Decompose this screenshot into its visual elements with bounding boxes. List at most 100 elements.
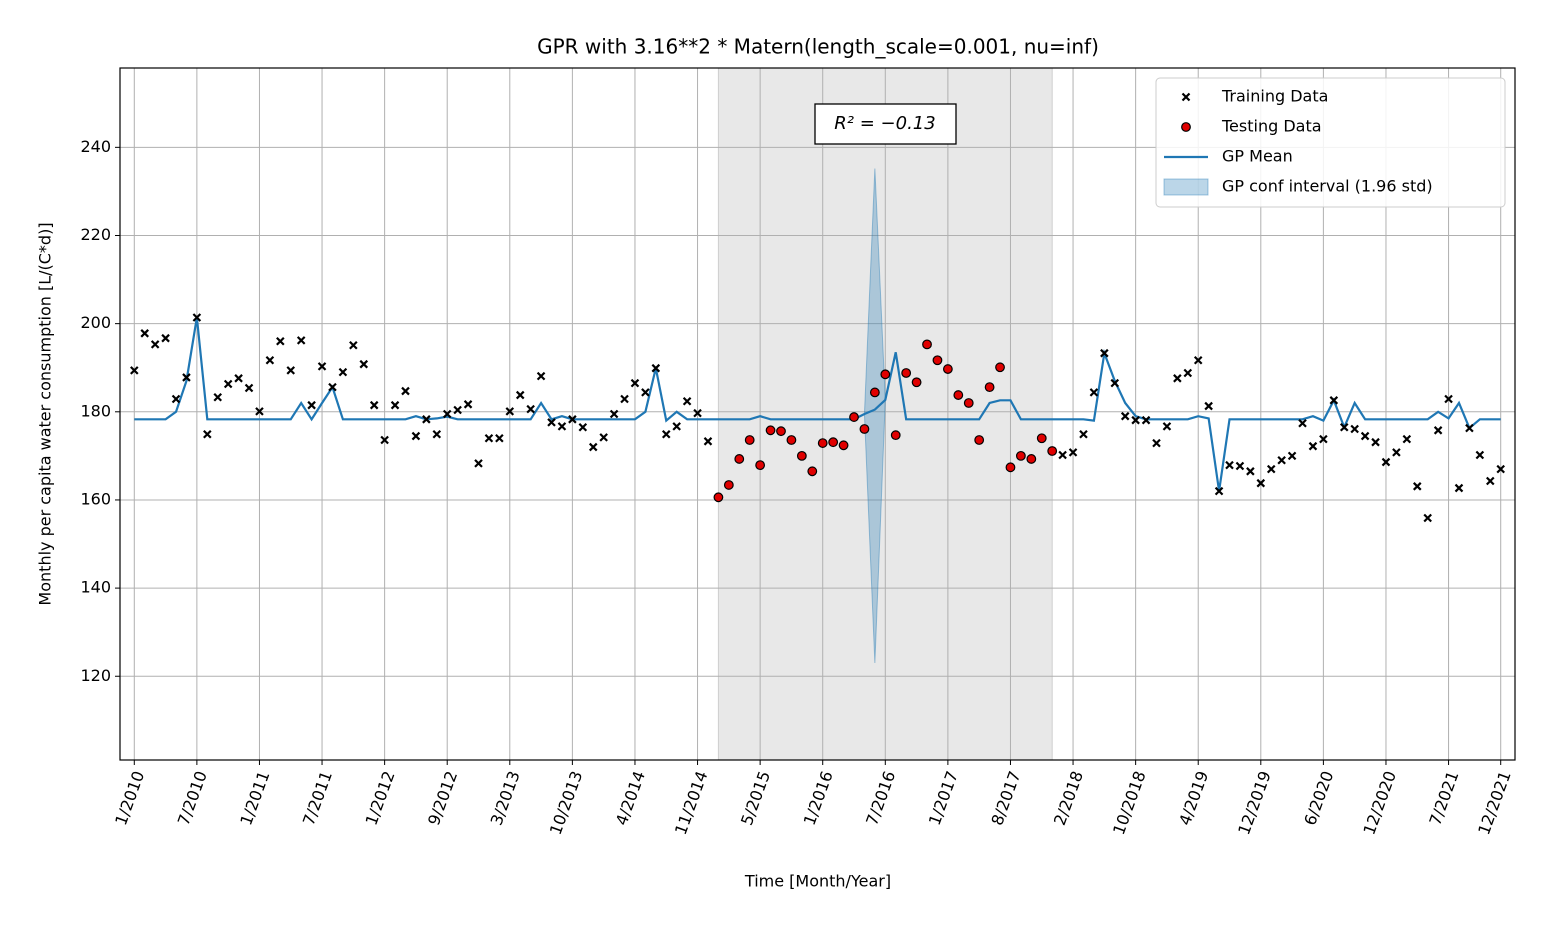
training-point [1392, 448, 1401, 457]
training-point [495, 433, 504, 443]
plot-frame [119, 67, 1516, 761]
training-point [244, 383, 254, 393]
testing-point [880, 369, 891, 380]
training-point [1381, 457, 1391, 467]
training-point [1058, 450, 1067, 460]
y-tick-label: 220 [80, 225, 111, 244]
training-point [432, 429, 442, 439]
y-tick-label: 180 [80, 401, 111, 420]
x-tick-label: 7/2016 [862, 768, 899, 827]
x-tick-label: 5/2015 [737, 768, 774, 827]
annotation: R² = −0.13 [814, 103, 957, 145]
training-point [599, 433, 608, 442]
training-point [1287, 451, 1297, 461]
training-point [1402, 434, 1412, 444]
testing-point [963, 398, 974, 408]
testing-point [869, 387, 880, 398]
training-point [1454, 483, 1464, 493]
training-point [1465, 423, 1474, 433]
training-point [192, 313, 202, 322]
y-tick-label: 160 [80, 489, 111, 508]
training-point [1298, 418, 1307, 428]
x-tick-label: 9/2012 [424, 768, 461, 827]
training-point [515, 390, 525, 400]
x-tick-label: 6/2020 [1300, 768, 1337, 827]
testing-point [859, 424, 870, 434]
x-tick-label: 1/2012 [362, 768, 399, 827]
testing-point [765, 425, 776, 436]
training-point [578, 422, 588, 432]
testing-point [755, 460, 766, 471]
x-tick-label: 1/2011 [236, 768, 273, 827]
training-point [317, 362, 327, 371]
testing-point [849, 412, 859, 422]
training-point [296, 336, 306, 345]
training-point [484, 433, 494, 443]
training-point [536, 371, 546, 381]
training-point [161, 333, 170, 343]
training-point [140, 329, 149, 338]
legend-marker [1181, 92, 1191, 102]
testing-point [901, 368, 912, 378]
testing-point [776, 426, 786, 437]
training-point [234, 374, 243, 383]
testing-point [995, 362, 1005, 373]
x-tick-label: 7/2011 [299, 768, 336, 827]
training-point [1475, 450, 1485, 460]
training-point [380, 435, 389, 445]
training-point [265, 355, 275, 365]
training-point [1173, 374, 1182, 383]
testing-point [838, 440, 849, 451]
testing-point [1015, 450, 1026, 461]
training-point [1319, 434, 1328, 444]
testing-point [1036, 433, 1047, 444]
training-point [557, 422, 567, 431]
testing-point [974, 435, 985, 445]
annotation-text: R² = −0.13 [834, 113, 935, 134]
training-point [203, 429, 212, 439]
training-point [703, 437, 713, 446]
testing-point [713, 492, 724, 503]
x-tick-label: 1/2016 [800, 768, 837, 827]
x-tick-label: 7/2021 [1425, 768, 1462, 827]
training-point [672, 422, 681, 431]
training-point [630, 378, 640, 388]
training-point [1131, 415, 1140, 425]
training-point [568, 415, 577, 424]
training-point [620, 394, 629, 404]
points-layer [130, 313, 1505, 523]
training-point [1214, 486, 1224, 496]
training-point [1162, 422, 1172, 431]
training-point [1183, 368, 1193, 378]
training-point [453, 405, 462, 415]
training-point [1486, 476, 1495, 486]
training-point [526, 404, 535, 414]
legend-box [1155, 77, 1506, 208]
x-tick-label: 4/2019 [1175, 768, 1212, 827]
x-tick-label: 12/2021 [1474, 768, 1515, 837]
training-point [682, 396, 692, 406]
x-tick-label: 4/2014 [612, 768, 649, 827]
training-point [1152, 438, 1161, 448]
training-point [307, 400, 316, 410]
legend: Training Data Testing Data GP Mean GP conf … [1155, 77, 1506, 208]
training-point [1079, 429, 1088, 439]
training-point [641, 388, 650, 397]
testing-point [796, 450, 807, 461]
training-point [359, 359, 369, 369]
testing-point [786, 435, 797, 445]
x-tick-label: 1/2017 [925, 768, 962, 827]
training-point [1110, 378, 1120, 388]
training-point [1412, 482, 1422, 491]
training-point [349, 340, 358, 350]
training-point [651, 363, 661, 373]
training-point [609, 409, 619, 419]
legend-label: Training Data [1221, 87, 1328, 106]
y-tick-label: 200 [80, 313, 111, 332]
testing-point [932, 355, 943, 366]
training-point [1360, 431, 1370, 441]
training-point [1266, 464, 1276, 474]
testing-point [807, 466, 818, 477]
y-tick-label: 240 [80, 137, 111, 156]
training-point [463, 400, 473, 409]
